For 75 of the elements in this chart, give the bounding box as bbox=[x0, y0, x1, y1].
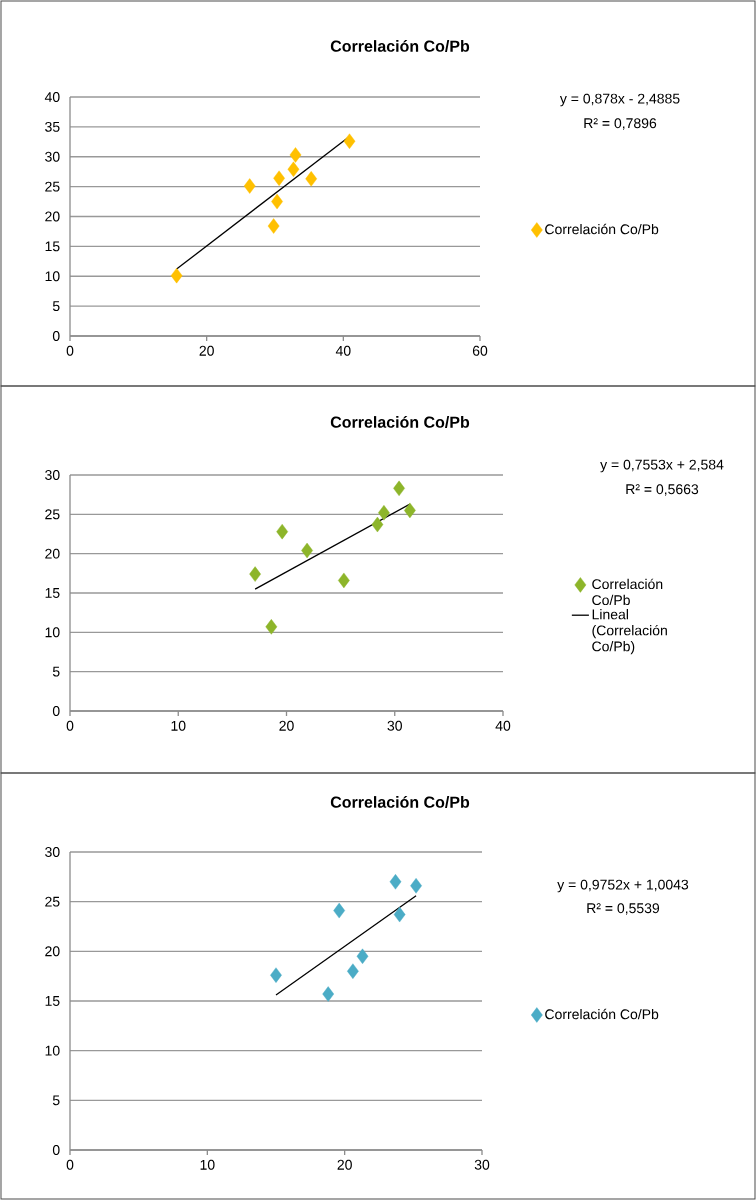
y-tick-label: 25 bbox=[45, 509, 60, 520]
y-tick-label: 5 bbox=[52, 1095, 60, 1106]
y-tick-label: 20 bbox=[45, 946, 60, 957]
x-tick-label: 30 bbox=[387, 720, 402, 731]
x-tick-label: 20 bbox=[279, 720, 294, 731]
point bbox=[243, 178, 256, 194]
point bbox=[271, 193, 283, 210]
point bbox=[322, 986, 335, 1002]
y-tick-label: 25 bbox=[45, 181, 60, 192]
x-tick-label: 0 bbox=[66, 1159, 74, 1170]
y-tick-label: 35 bbox=[45, 121, 60, 132]
point bbox=[273, 170, 285, 186]
y-tick-label: 30 bbox=[45, 847, 60, 857]
point bbox=[305, 171, 318, 187]
point bbox=[270, 967, 282, 983]
legend-label: Correlación Co/Pb bbox=[545, 223, 659, 235]
y-tick-label: 30 bbox=[45, 470, 60, 480]
y-tick-label: 0 bbox=[52, 331, 60, 341]
text: R² = 0,5539 bbox=[587, 903, 660, 915]
point bbox=[371, 516, 384, 533]
x-tick-label: 0 bbox=[66, 345, 74, 356]
point bbox=[389, 874, 402, 890]
x-tick-label: 10 bbox=[200, 1159, 215, 1170]
point bbox=[410, 878, 422, 894]
y-tick-label: 10 bbox=[45, 627, 60, 638]
x-tick-label: 40 bbox=[495, 720, 511, 731]
x-tick-label: 20 bbox=[199, 345, 214, 356]
point bbox=[170, 267, 183, 284]
x-tick-label: 60 bbox=[472, 345, 488, 356]
legend-label: Lineal (Correlación Co/Pb) bbox=[592, 609, 667, 655]
point bbox=[347, 963, 359, 979]
point bbox=[333, 902, 345, 919]
x-tick-label: 40 bbox=[335, 345, 351, 356]
chart-title: Correlación Co/Pb bbox=[330, 415, 470, 428]
y-tick-label: 15 bbox=[45, 996, 60, 1006]
y-tick-label: 10 bbox=[45, 1045, 60, 1056]
x-tick-label: 30 bbox=[474, 1159, 490, 1170]
point bbox=[356, 948, 369, 964]
y-tick-label: 0 bbox=[52, 706, 60, 716]
text: y = 0,878x - 2,4885 bbox=[559, 93, 680, 107]
y-tick-label: 5 bbox=[52, 666, 60, 677]
y-tick-label: 10 bbox=[45, 271, 60, 282]
y-tick-label: 5 bbox=[52, 301, 60, 311]
y-tick-label: 40 bbox=[44, 92, 60, 102]
point bbox=[265, 619, 278, 635]
y-tick-label: 20 bbox=[45, 211, 60, 222]
point bbox=[276, 523, 288, 540]
point bbox=[343, 133, 356, 149]
point bbox=[289, 147, 302, 163]
legend-label: Correlación Co/Pb bbox=[592, 578, 663, 606]
point bbox=[267, 218, 280, 234]
point bbox=[287, 161, 300, 177]
y-tick-label: 15 bbox=[45, 588, 60, 598]
point bbox=[393, 906, 406, 923]
y-tick-label: 30 bbox=[45, 151, 60, 162]
y-tick-label: 15 bbox=[45, 241, 60, 252]
text: y = 0,9752x + 1,0043 bbox=[557, 879, 689, 893]
point bbox=[249, 566, 261, 582]
point bbox=[301, 542, 313, 559]
x-tick-label: 0 bbox=[66, 720, 74, 731]
text: y = 0,7553x + 2,584 bbox=[600, 459, 724, 473]
chart-title: Correlación Co/Pb bbox=[330, 795, 470, 808]
chart-title: Correlación Co/Pb bbox=[330, 39, 470, 53]
y-tick-label: 0 bbox=[52, 1145, 60, 1155]
point bbox=[378, 505, 390, 521]
text: R² = 0,7896 bbox=[584, 118, 657, 130]
legend-label: Correlación Co/Pb bbox=[545, 1008, 659, 1020]
point bbox=[338, 572, 350, 589]
x-tick-label: 10 bbox=[171, 720, 186, 731]
x-tick-label: 20 bbox=[337, 1159, 352, 1170]
y-tick-label: 20 bbox=[45, 548, 60, 559]
text: R² = 0,5663 bbox=[626, 484, 699, 496]
point bbox=[393, 480, 405, 497]
point bbox=[404, 502, 416, 519]
y-tick-label: 25 bbox=[45, 896, 60, 907]
